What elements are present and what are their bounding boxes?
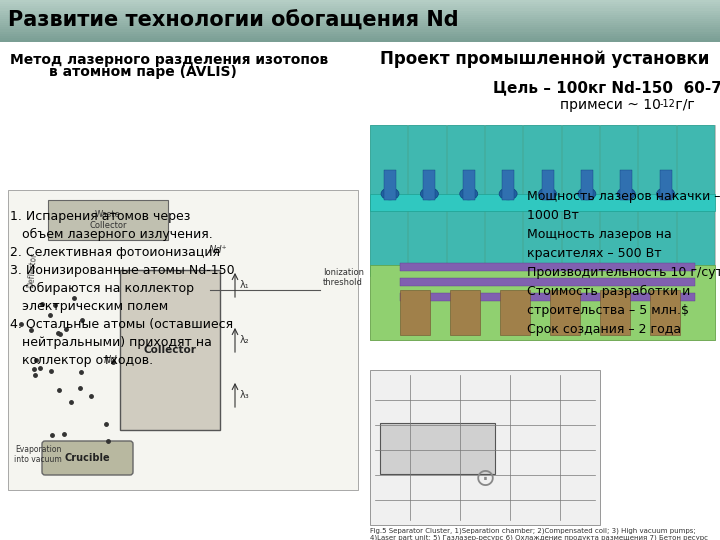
Bar bbox=[600, 290, 630, 335]
Bar bbox=[0, 2, 720, 4]
Bar bbox=[0, 17, 720, 19]
Bar bbox=[550, 290, 580, 335]
Bar bbox=[408, 125, 446, 275]
Bar bbox=[0, 40, 720, 42]
Text: Nd: Nd bbox=[103, 355, 117, 365]
Bar bbox=[370, 125, 408, 275]
Bar bbox=[0, 31, 720, 33]
Bar bbox=[0, 36, 720, 38]
Text: Evaporation
into vacuum: Evaporation into vacuum bbox=[14, 445, 62, 464]
Bar bbox=[380, 423, 495, 474]
Bar bbox=[0, 29, 720, 31]
Ellipse shape bbox=[381, 188, 399, 200]
Bar bbox=[450, 290, 480, 335]
Ellipse shape bbox=[499, 188, 517, 200]
Bar bbox=[650, 290, 680, 335]
Bar bbox=[523, 125, 561, 275]
Bar bbox=[370, 370, 600, 525]
Bar bbox=[0, 0, 720, 2]
Text: Развитие технологии обогащения Nd: Развитие технологии обогащения Nd bbox=[8, 11, 459, 31]
Text: λ₁: λ₁ bbox=[240, 280, 250, 290]
Bar bbox=[600, 125, 637, 275]
Bar bbox=[0, 25, 720, 28]
Bar bbox=[400, 264, 695, 271]
Bar bbox=[581, 170, 593, 200]
Bar bbox=[423, 170, 436, 200]
Bar bbox=[0, 23, 720, 25]
Ellipse shape bbox=[539, 188, 557, 200]
Bar bbox=[0, 6, 720, 9]
Text: Fig.5 Separator Cluster, 1)Separation chamber; 2)Compensated coil; 3) High vacuu: Fig.5 Separator Cluster, 1)Separation ch… bbox=[370, 527, 708, 540]
Text: λ₂: λ₂ bbox=[240, 335, 250, 345]
Bar bbox=[0, 10, 720, 12]
Bar bbox=[370, 125, 715, 340]
Bar bbox=[0, 12, 720, 15]
Ellipse shape bbox=[420, 188, 438, 200]
Bar bbox=[0, 15, 720, 17]
Text: примеси ~ 10: примеси ~ 10 bbox=[560, 98, 661, 112]
Bar bbox=[8, 190, 358, 490]
Bar bbox=[370, 265, 715, 340]
Bar bbox=[0, 28, 720, 29]
Bar bbox=[0, 33, 720, 36]
Text: Nd⁺: Nd⁺ bbox=[209, 245, 228, 255]
Bar bbox=[400, 293, 695, 301]
Bar bbox=[660, 170, 672, 200]
Bar bbox=[677, 125, 714, 275]
Ellipse shape bbox=[657, 188, 675, 200]
Bar bbox=[0, 0, 720, 21]
Bar bbox=[541, 170, 554, 200]
Bar bbox=[0, 19, 720, 21]
Text: Waste
Collector: Waste Collector bbox=[89, 210, 127, 230]
Bar bbox=[384, 170, 396, 200]
Bar bbox=[0, 21, 720, 42]
Text: в атомном паре (AVLIS): в атомном паре (AVLIS) bbox=[10, 65, 237, 79]
Bar bbox=[0, 21, 720, 23]
Bar bbox=[400, 290, 430, 335]
Text: Метод лазерного разделения изотопов: Метод лазерного разделения изотопов bbox=[10, 53, 328, 67]
Ellipse shape bbox=[578, 188, 596, 200]
Ellipse shape bbox=[617, 188, 635, 200]
Bar bbox=[620, 170, 632, 200]
Bar bbox=[500, 290, 530, 335]
Text: Цель – 100кг Nd-150  60-70%: Цель – 100кг Nd-150 60-70% bbox=[492, 80, 720, 95]
Text: Проект промышленной установки: Проект промышленной установки bbox=[380, 50, 710, 68]
Polygon shape bbox=[48, 200, 168, 240]
Text: г/г: г/г bbox=[671, 98, 695, 112]
Text: -12: -12 bbox=[660, 99, 676, 109]
Bar bbox=[502, 170, 514, 200]
Text: Crucible: Crucible bbox=[65, 453, 110, 463]
Text: Мощность лазеров накачки –
1000 Вт
Мощность лазеров на
красителях – 500 Вт
Произ: Мощность лазеров накачки – 1000 Вт Мощно… bbox=[527, 190, 720, 336]
FancyBboxPatch shape bbox=[42, 441, 133, 475]
Bar bbox=[0, 9, 720, 10]
Text: 1. Испарения атомов через
   объем лазерного излучения.
2. Селективная фотоиониз: 1. Испарения атомов через объем лазерног… bbox=[10, 210, 235, 367]
Text: ⊙: ⊙ bbox=[474, 467, 495, 490]
Ellipse shape bbox=[460, 188, 478, 200]
Bar bbox=[0, 38, 720, 40]
FancyBboxPatch shape bbox=[120, 270, 220, 430]
Text: Ionization
threshold: Ionization threshold bbox=[323, 268, 364, 287]
Bar bbox=[400, 278, 695, 286]
Text: Collector: Collector bbox=[143, 345, 197, 355]
Bar bbox=[485, 125, 522, 275]
Bar bbox=[463, 170, 474, 200]
Bar bbox=[370, 194, 715, 211]
Text: λ₃: λ₃ bbox=[240, 390, 250, 400]
Bar bbox=[0, 4, 720, 6]
Bar bbox=[562, 125, 599, 275]
Bar bbox=[639, 125, 675, 275]
Bar bbox=[446, 125, 484, 275]
Text: Deflector: Deflector bbox=[26, 252, 38, 288]
